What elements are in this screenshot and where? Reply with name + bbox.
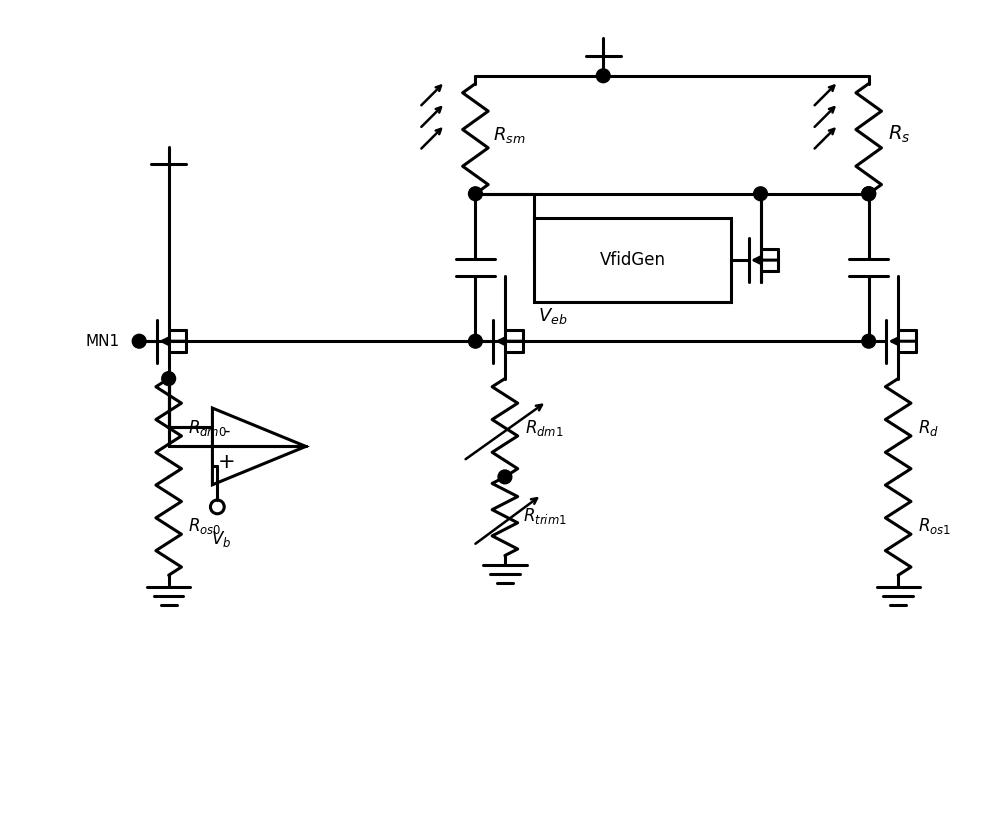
Circle shape [469, 187, 482, 200]
FancyBboxPatch shape [534, 219, 731, 302]
Text: -: - [223, 422, 229, 440]
Text: $V_{eb}$: $V_{eb}$ [538, 306, 568, 327]
Text: $R_d$: $R_d$ [918, 417, 939, 438]
Circle shape [862, 334, 876, 348]
Text: +: + [217, 452, 235, 472]
Text: $R_s$: $R_s$ [888, 124, 911, 145]
Text: $R_{sm}$: $R_{sm}$ [493, 125, 526, 144]
Text: $R_{trim1}$: $R_{trim1}$ [523, 507, 566, 526]
Text: $R_{os1}$: $R_{os1}$ [918, 516, 951, 536]
Text: $R_{os0}$: $R_{os0}$ [188, 516, 222, 536]
Circle shape [469, 334, 482, 348]
Circle shape [162, 372, 176, 385]
Text: $V_b$: $V_b$ [211, 529, 231, 549]
Circle shape [862, 187, 876, 200]
Text: MN1: MN1 [85, 334, 119, 349]
Circle shape [754, 187, 767, 200]
Circle shape [498, 470, 512, 483]
Text: $R_{dm1}$: $R_{dm1}$ [525, 417, 563, 438]
Text: VfidGen: VfidGen [600, 251, 666, 269]
Circle shape [862, 187, 876, 200]
Circle shape [596, 68, 610, 83]
Text: $R_{dm0}$: $R_{dm0}$ [188, 417, 227, 438]
Circle shape [132, 334, 146, 348]
